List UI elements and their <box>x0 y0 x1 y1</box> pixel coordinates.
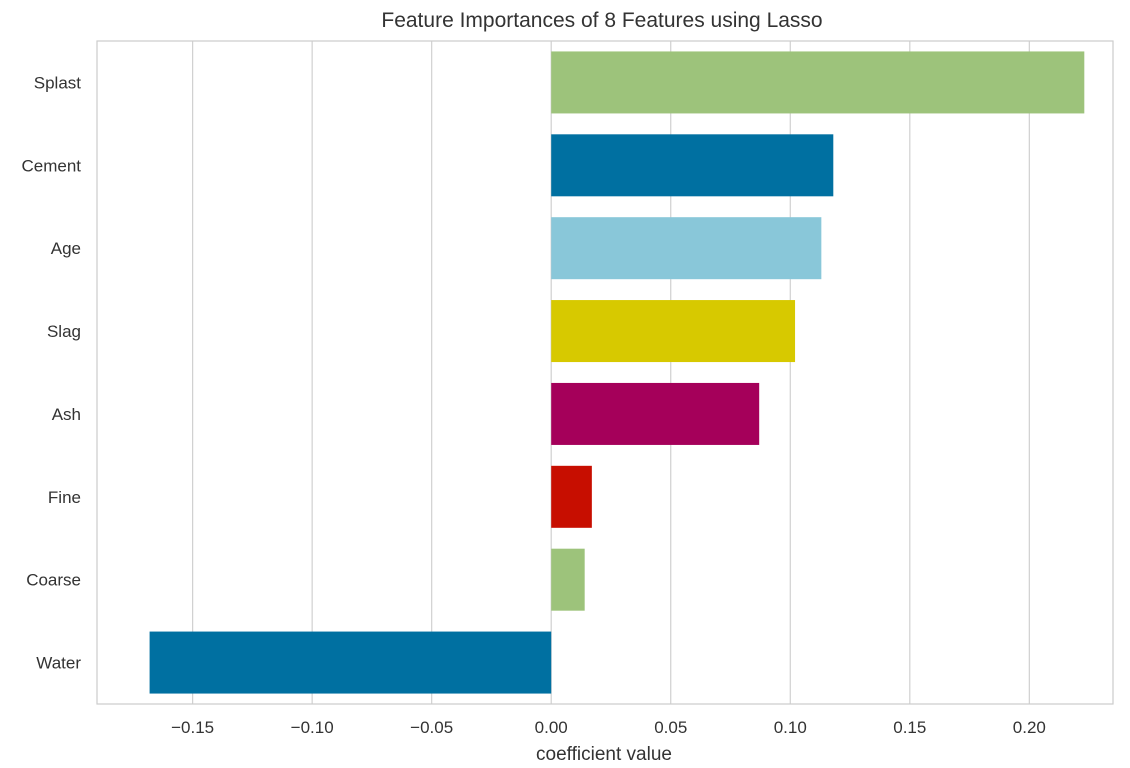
x-tick-label: 0.00 <box>535 718 568 737</box>
bar-water <box>149 631 552 694</box>
x-axis-label: coefficient value <box>536 744 672 765</box>
x-tick-label: 0.20 <box>1013 718 1046 737</box>
bar-slag <box>551 300 796 363</box>
chart-title: Feature Importances of 8 Features using … <box>381 9 822 32</box>
y-tick-label-splast: Splast <box>34 73 82 92</box>
bar-age <box>551 217 822 280</box>
x-tick-label: 0.05 <box>654 718 687 737</box>
bar-cement <box>551 134 834 197</box>
bar-ash <box>551 382 760 445</box>
y-tick-label-coarse: Coarse <box>26 571 81 590</box>
x-tick-labels: −0.15 −0.10 −0.05 0.00 0.05 0.10 0.15 0.20 <box>171 718 1046 737</box>
x-tick-label: −0.05 <box>410 718 453 737</box>
x-tick-label: 0.15 <box>893 718 926 737</box>
plot-frame <box>96 40 1114 705</box>
y-tick-label-slag: Slag <box>47 322 81 341</box>
y-tick-label-age: Age <box>51 239 81 258</box>
y-tick-label-cement: Cement <box>21 156 81 175</box>
y-tick-label-water: Water <box>36 654 81 673</box>
bar-fine <box>551 465 592 528</box>
x-tick-label: −0.10 <box>291 718 334 737</box>
x-tick-label: −0.15 <box>171 718 214 737</box>
bar-splast <box>551 51 1085 114</box>
x-tick-label: 0.10 <box>774 718 807 737</box>
bar-coarse <box>551 548 585 611</box>
y-tick-labels: Splast Cement Age Slag Ash Fine Coarse Water <box>21 73 81 672</box>
y-tick-label-fine: Fine <box>48 488 81 507</box>
bars-layer <box>149 51 1085 694</box>
y-tick-label-ash: Ash <box>52 405 81 424</box>
